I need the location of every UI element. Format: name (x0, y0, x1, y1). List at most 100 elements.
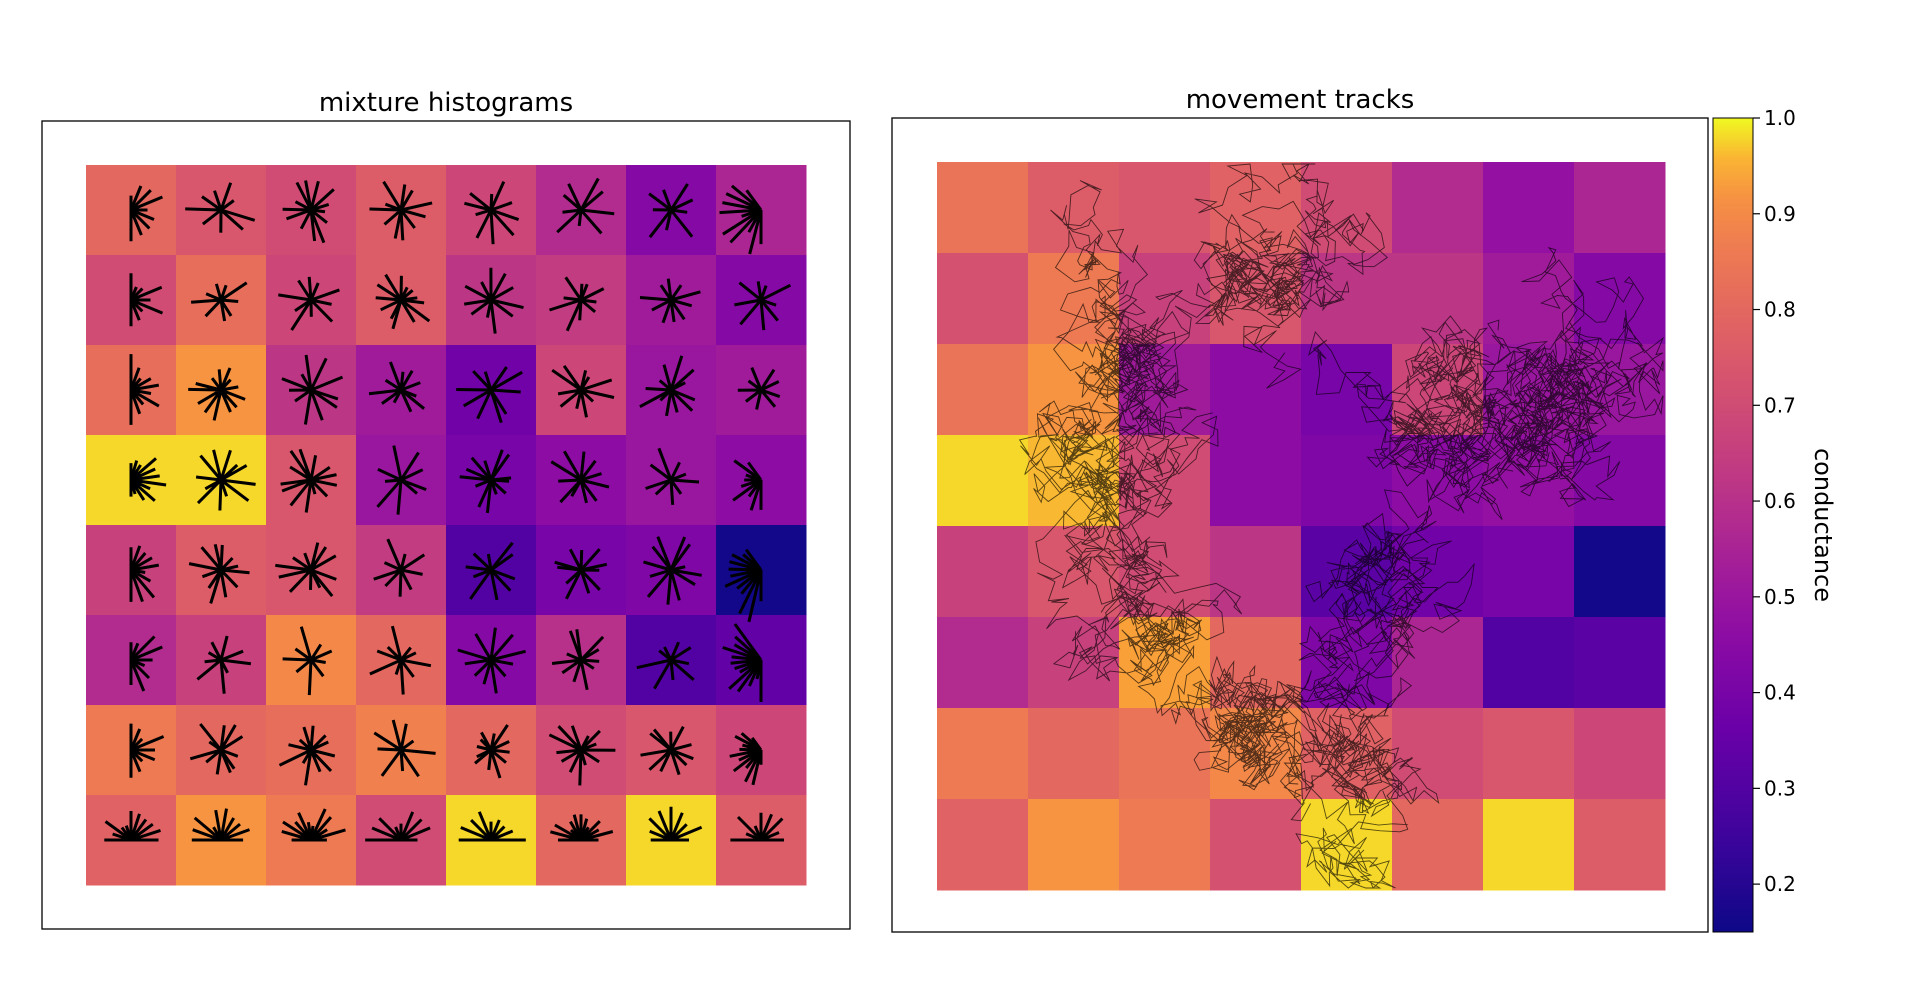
direction-rosette (556, 177, 615, 235)
left-heatmap (86, 165, 807, 886)
heatmap-cell (1392, 253, 1484, 345)
heatmap-cell (1483, 708, 1575, 800)
direction-rosette (280, 448, 338, 513)
colorbar-tick-label: 0.7 (1764, 393, 1796, 417)
direction-rosette (104, 811, 161, 842)
mixture-histograms-panel: mixture histograms (41, 88, 851, 930)
direction-rosette (551, 629, 605, 691)
direction-rosette (129, 354, 160, 425)
colorbar-tick-label: 0.4 (1764, 681, 1796, 705)
direction-rosette (643, 536, 702, 605)
heatmap-cell (1483, 617, 1575, 709)
colorbar-gradient (1712, 117, 1754, 933)
direction-rosette (189, 723, 244, 775)
direction-rosette (732, 459, 763, 511)
heatmap-cell (1028, 253, 1120, 345)
colorbar-tick-label: 0.3 (1764, 776, 1796, 800)
heatmap-cell (1574, 526, 1666, 618)
heatmap-cell (1392, 617, 1484, 709)
heatmap-cell (1028, 708, 1120, 800)
heatmap-cell (1483, 253, 1575, 345)
heatmap-cell (1119, 799, 1211, 891)
heatmap-cell (937, 617, 1029, 709)
colorbar: 0.2 0.3 0.4 0.5 0.6 0.7 0.8 0.9 1.0 conductance (1712, 106, 1837, 933)
heatmap-cell (1301, 435, 1393, 527)
direction-rosette (458, 811, 526, 842)
direction-rosette (457, 627, 526, 694)
direction-rosette (195, 449, 256, 511)
colorbar-tick-label: 1.0 (1764, 106, 1796, 130)
direction-rosette (373, 538, 426, 597)
movement-track (1018, 163, 1665, 889)
heatmap-cell (1574, 708, 1666, 800)
heatmap-cell (937, 526, 1029, 618)
direction-rosette (188, 367, 246, 421)
direction-rosette (640, 725, 694, 776)
direction-rosette (188, 543, 250, 604)
direction-rosette (275, 542, 337, 598)
heatmap-cell (1028, 162, 1120, 254)
heatmap-cell (1028, 526, 1120, 618)
direction-rosette (465, 541, 516, 601)
heatmap-cell (1392, 708, 1484, 800)
colorbar-tick-label: 0.5 (1764, 585, 1796, 609)
heatmap-cell (1210, 526, 1302, 618)
direction-rosette (456, 366, 523, 424)
direction-rosette (722, 623, 763, 702)
heatmap-cell (1574, 435, 1666, 527)
direction-rosette (368, 361, 426, 413)
direction-rosette (639, 355, 696, 417)
right-axes-frame (891, 117, 1709, 933)
direction-rosette (369, 180, 433, 241)
direction-rosette (550, 450, 610, 504)
direction-rosette (278, 725, 336, 786)
direction-rosette (129, 545, 160, 603)
direction-rosette (129, 185, 163, 242)
heatmap-cell (1574, 253, 1666, 345)
heatmap-cell (1119, 708, 1211, 800)
direction-rosette (648, 183, 694, 239)
direction-rosette (459, 449, 512, 514)
heatmap-cell (1210, 162, 1302, 254)
heatmap-cell (1119, 526, 1211, 618)
right-panel-title: movement tracks (1186, 85, 1415, 115)
colorbar-tick-label: 0.6 (1764, 489, 1796, 513)
heatmap-cell (1301, 344, 1393, 436)
direction-rosette (376, 445, 427, 515)
direction-rosette (554, 548, 608, 600)
direction-rosette (191, 808, 251, 842)
direction-rosette (196, 635, 252, 694)
heatmap-cell (1392, 799, 1484, 891)
direction-rosette (737, 367, 781, 410)
direction-rosette (550, 814, 614, 842)
heatmap-cell (937, 162, 1029, 254)
heatmap-cell (1301, 253, 1393, 345)
direction-rosette (551, 364, 615, 418)
heatmap-cell (937, 708, 1029, 800)
direction-rosette (278, 276, 340, 331)
heatmap-cell (1392, 162, 1484, 254)
heatmap-cell (1483, 799, 1575, 891)
colorbar-tick-label: 0.9 (1764, 202, 1796, 226)
colorbar-label: conductance (1809, 448, 1837, 602)
movement-tracks-layer (1018, 163, 1665, 889)
direction-rosette (369, 625, 432, 695)
direction-rosette (548, 725, 616, 786)
heatmap-cell (937, 799, 1029, 891)
direction-rosette (281, 808, 346, 842)
heatmap-cell (1574, 162, 1666, 254)
direction-rosette (464, 180, 520, 245)
direction-rosette (190, 281, 248, 322)
direction-rosette (129, 723, 165, 778)
direction-rosette (734, 281, 792, 331)
heatmap-cell (1483, 526, 1575, 618)
heatmap-cell (937, 435, 1029, 527)
heatmap-cell (1210, 344, 1302, 436)
colorbar-ticks: 0.2 0.3 0.4 0.5 0.6 0.7 0.8 0.9 1.0 (1753, 106, 1796, 896)
direction-rosette (282, 180, 335, 244)
movement-tracks-panel: movement tracks (891, 85, 1709, 933)
direction-rosette (639, 278, 701, 324)
heatmap-cell (1028, 799, 1120, 891)
direction-rosette (282, 626, 333, 696)
